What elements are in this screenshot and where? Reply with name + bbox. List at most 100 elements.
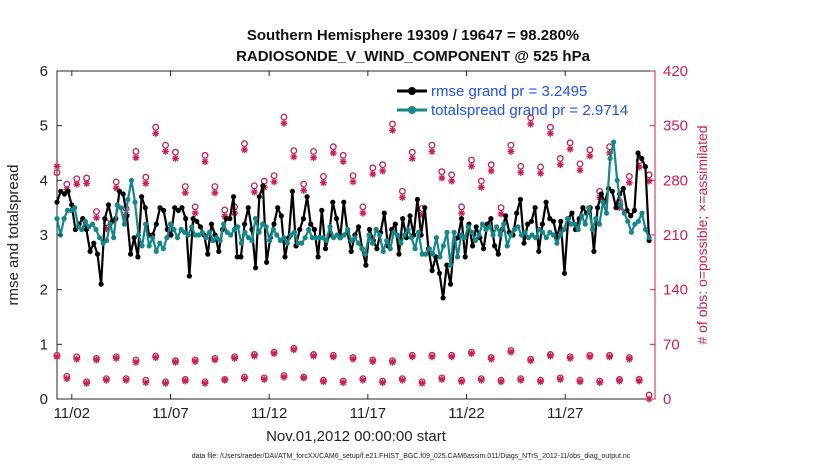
obs-assimilated-marker-stroke — [596, 379, 603, 386]
obs-assimilated-marker-stroke — [458, 210, 465, 217]
obs-assimilated-marker — [142, 379, 150, 386]
x-tick-label: 11/17 — [350, 405, 386, 422]
obs-assimilated-marker — [221, 376, 229, 384]
spread-point — [589, 226, 596, 233]
rmse-point — [58, 188, 64, 194]
obs-assimilated-marker-stroke — [310, 353, 317, 359]
obs-assimilated-marker — [329, 149, 337, 157]
rmse-point — [289, 188, 295, 194]
rmse-point — [319, 207, 325, 213]
rmse-point — [308, 221, 314, 227]
obs-possible-marker — [201, 151, 209, 159]
obs-assimilated-marker-stroke — [231, 355, 238, 362]
obs-assimilated-marker — [211, 356, 219, 364]
spread-point — [143, 221, 149, 227]
obs-assimilated-marker-stroke — [271, 350, 278, 357]
rmse-point — [517, 196, 524, 203]
obs-possible-marker — [152, 123, 160, 131]
spread-point — [479, 221, 485, 227]
rmse-point — [91, 240, 97, 246]
spread-point — [221, 221, 227, 227]
obs-assimilated-marker-stroke — [369, 358, 376, 365]
obs-assimilated-marker — [300, 187, 308, 194]
spread-point — [554, 240, 560, 246]
rmse-point — [521, 240, 527, 246]
spread-point — [522, 229, 528, 235]
spread-point — [373, 226, 379, 233]
spread-point — [263, 224, 269, 230]
obs-possible-marker — [576, 160, 584, 168]
spread-point — [355, 240, 361, 246]
spread-point — [203, 235, 209, 241]
obs-assimilated-marker — [241, 375, 248, 383]
rmse-point — [98, 281, 104, 287]
spread-point — [224, 229, 230, 235]
x-tick-label: 11/22 — [448, 405, 484, 422]
obs-assimilated-marker-stroke — [646, 178, 652, 185]
y2-tick-label: 420 — [663, 63, 688, 80]
obs-possible-marker — [398, 187, 406, 195]
spread-point — [501, 221, 507, 227]
spread-point — [341, 232, 347, 238]
obs-assimilated-marker — [310, 352, 317, 360]
spread-point — [586, 205, 592, 211]
rmse-point — [205, 251, 211, 257]
obs-assimilated-marker-stroke — [63, 375, 70, 382]
y-tick-label: 4 — [40, 172, 48, 189]
obs-possible-marker — [369, 164, 377, 172]
rmse-point — [381, 210, 387, 216]
axes: 11/02 11/07 11/12 11/17 11/22 11/27 0 1 2 3 4 5 6 0 70… — [40, 63, 688, 422]
x-tick-label: 11/27 — [547, 405, 583, 422]
rmse-point — [447, 281, 454, 287]
y2-tick-label: 280 — [663, 172, 688, 189]
spread-point — [327, 224, 333, 230]
rmse-point — [591, 248, 597, 254]
obs-assimilated-marker — [369, 358, 377, 365]
obs-assimilated-marker-stroke — [399, 377, 406, 384]
spread-point — [486, 224, 493, 230]
rmse-point — [422, 205, 428, 211]
spread-point — [185, 232, 191, 238]
spread-point — [306, 226, 312, 233]
rmse-point — [341, 199, 347, 205]
spread-point — [157, 240, 163, 246]
spread-point — [252, 216, 259, 222]
spread-point — [387, 246, 393, 252]
obs-assimilated-marker-stroke — [409, 155, 416, 162]
obs-assimilated-marker-stroke — [123, 377, 129, 384]
spread-point — [125, 196, 131, 203]
rmse-point — [161, 207, 167, 213]
obs-assimilated-marker — [398, 194, 406, 201]
obs-possible-marker — [142, 173, 150, 181]
rmse-point — [142, 205, 148, 211]
rmse-point — [333, 216, 340, 222]
obs-assimilated-marker-stroke — [429, 148, 435, 155]
rmse-point — [400, 216, 406, 222]
obs-assimilated-marker — [339, 158, 347, 165]
rmse-point — [367, 226, 373, 233]
spread-point — [611, 139, 617, 145]
x-tick-label: 11/12 — [251, 405, 287, 422]
spread-point — [178, 226, 184, 233]
obs-assimilated-marker-stroke — [330, 150, 337, 156]
spread-point — [281, 235, 287, 241]
spread-point — [377, 232, 383, 238]
rmse-point — [543, 199, 549, 205]
y2-tick-label: 140 — [663, 282, 688, 299]
obs-assimilated-marker-stroke — [537, 170, 544, 177]
obs-assimilated-marker-stroke — [438, 175, 445, 181]
spread-point — [547, 229, 553, 235]
obs-assimilated-marker-stroke — [93, 357, 100, 363]
spread-point — [75, 224, 81, 230]
spread-point — [135, 232, 142, 238]
spread-point — [384, 237, 390, 244]
spread-point — [401, 232, 407, 238]
spread-point — [423, 251, 429, 257]
rmse-point — [392, 221, 398, 227]
obs-assimilated-marker — [408, 155, 416, 162]
obs-possible-marker — [162, 141, 169, 149]
spread-point — [256, 229, 262, 235]
obs-possible-marker — [339, 151, 347, 159]
rmse-point — [278, 213, 284, 219]
rmse-point — [330, 199, 336, 205]
